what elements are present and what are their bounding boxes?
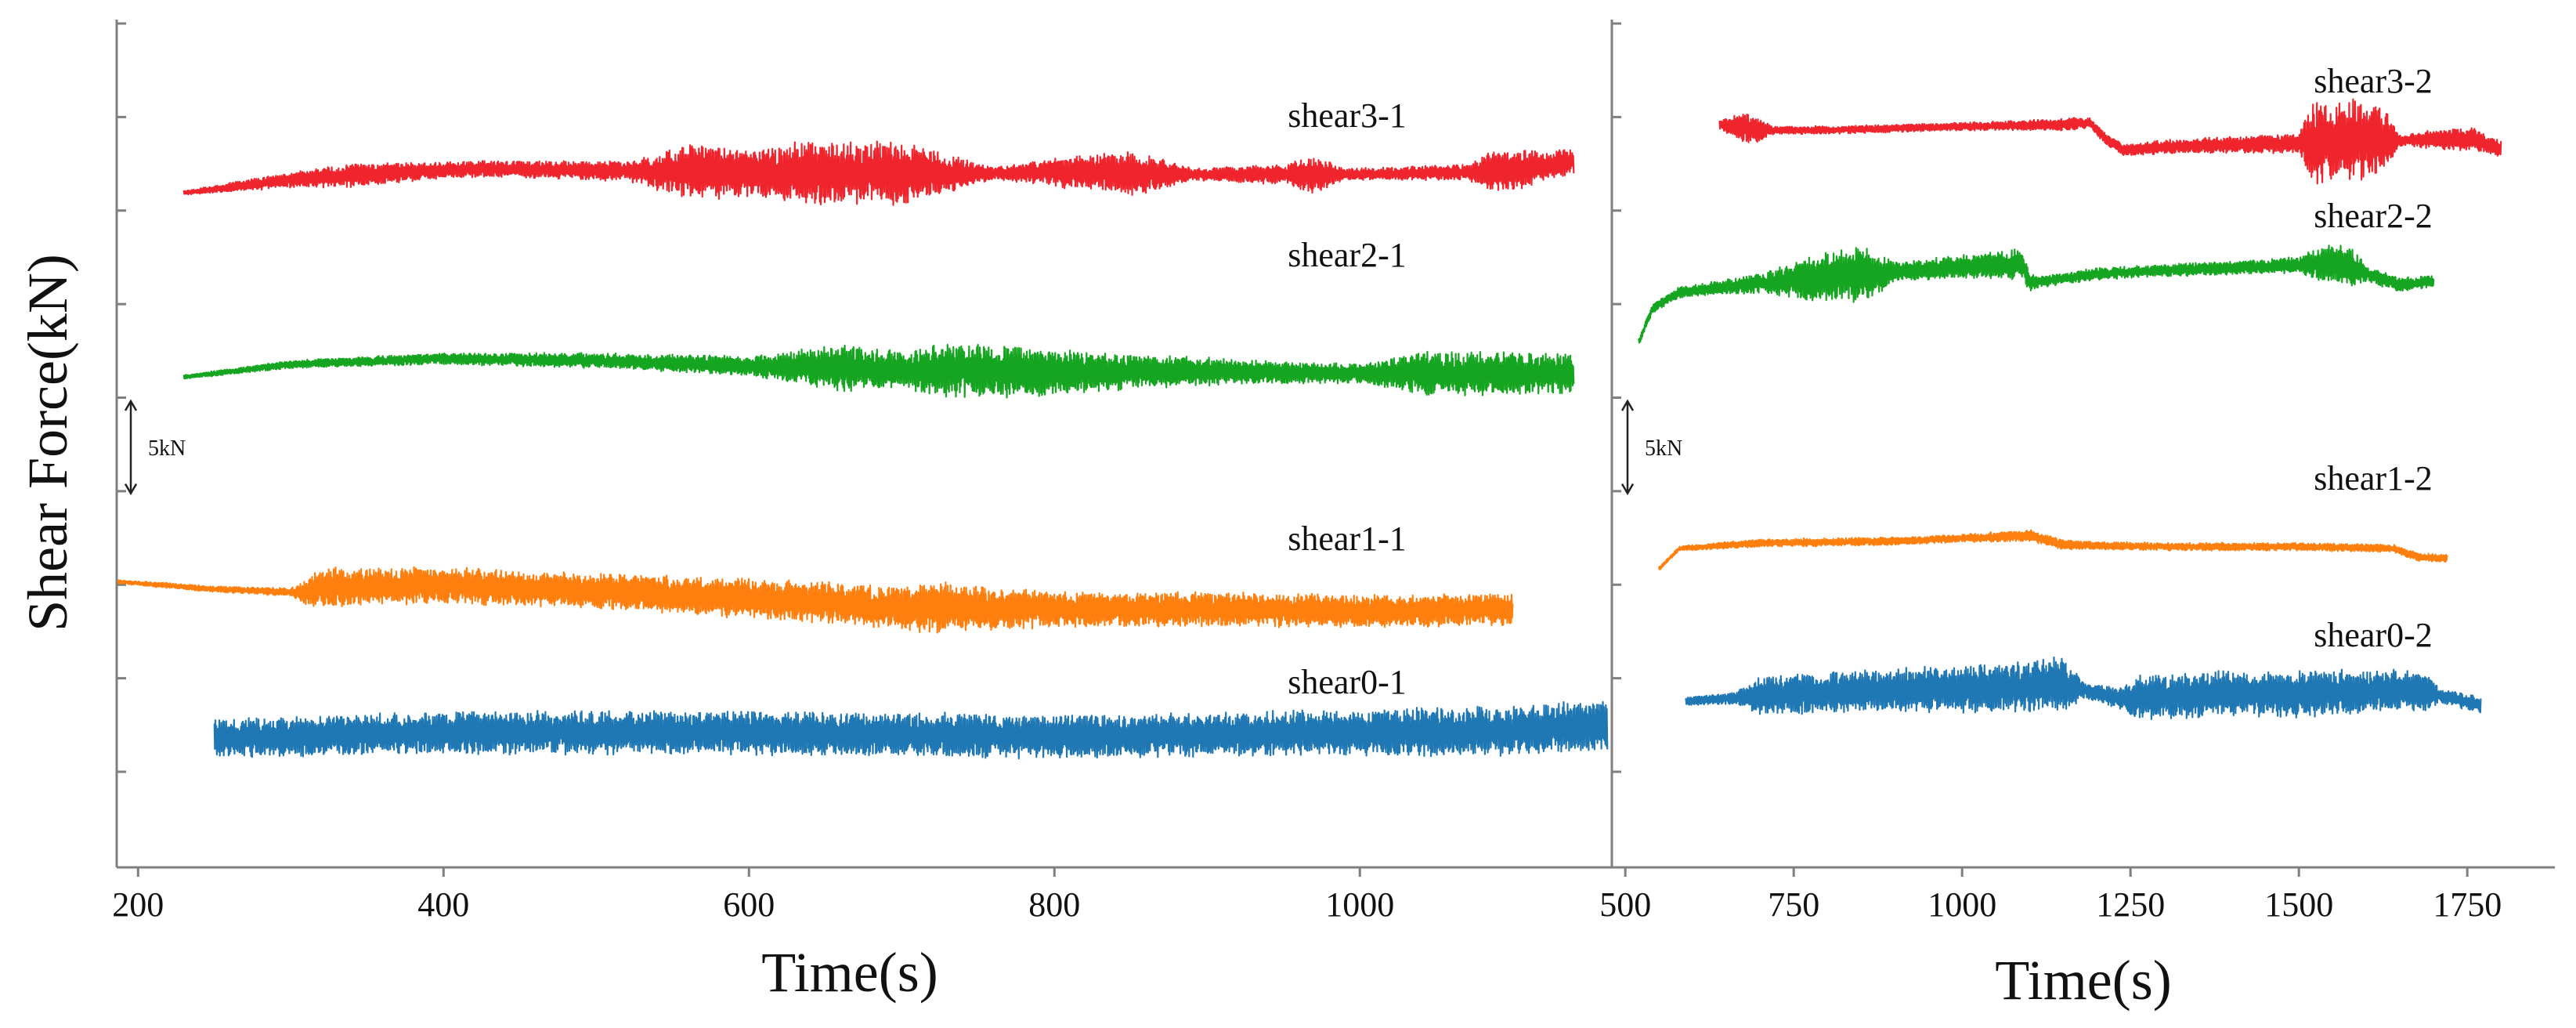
series-label-shear2-2: shear2-2 (2314, 197, 2433, 235)
right-x-tick-label: 500 (1599, 885, 1651, 924)
left-x-tick-label: 600 (723, 885, 775, 924)
right-scale-bar: 5kN (1620, 399, 1682, 496)
right-x-tick-label: 1000 (1927, 885, 1996, 924)
right-x-tick-label: 1750 (2433, 885, 2502, 924)
right-plot-area (1638, 98, 2502, 720)
series-label-shear3-2: shear3-2 (2314, 62, 2433, 100)
left-scale-bar: 5kN (124, 399, 186, 496)
right-x-tick-label: 750 (1768, 885, 1819, 924)
trace-shear3-1 (182, 140, 1575, 206)
right-scale-bar-arrow-down (1620, 483, 1635, 496)
series-label-shear2-1: shear2-1 (1288, 236, 1407, 274)
left-scale-bar-arrow-down (124, 483, 138, 496)
trace-shear0-1 (213, 700, 1609, 760)
series-label-shear0-1: shear0-1 (1288, 663, 1407, 701)
right-x-tick-label: 1500 (2264, 885, 2333, 924)
trace-shear2-1 (182, 343, 1575, 399)
left-y-ticks (117, 22, 126, 773)
series-label-shear3-1: shear3-1 (1288, 96, 1407, 135)
trace-shear3-2 (1718, 98, 2502, 185)
trace-shear0-2 (1685, 656, 2482, 720)
series-label-shear0-2: shear0-2 (2314, 616, 2433, 654)
left-x-tick-label: 800 (1028, 885, 1080, 924)
trace-shear1-1 (117, 566, 1514, 634)
right-y-ticks (1612, 22, 1621, 773)
left-x-tick-label: 200 (112, 885, 164, 924)
right-x-tick-label: 1250 (2096, 885, 2165, 924)
right-scale-bar-label: 5kN (1645, 436, 1682, 461)
series-label-shear1-2: shear1-2 (2314, 459, 2433, 498)
left-x-axis-title: Time(s) (761, 941, 938, 1004)
left-scale-bar-label: 5kN (148, 436, 186, 461)
right-series-labels: shear3-2 shear2-2 shear1-2 shear0-2 (2314, 62, 2433, 654)
right-scale-bar-arrow-up (1620, 399, 1635, 411)
left-scale-bar-arrow-up (124, 399, 138, 411)
left-x-tick-label: 400 (417, 885, 469, 924)
left-x-tick-label: 1000 (1325, 885, 1394, 924)
y-axis-title: Shear Force(kN) (16, 254, 79, 632)
series-label-shear1-1: shear1-1 (1288, 519, 1407, 558)
right-panel: 500 750 1000 1250 1500 1750 shear3-2shear2-2s… (1599, 20, 2555, 1012)
trace-shear2-2 (1638, 244, 2435, 344)
right-x-ticks: 500 750 1000 1250 1500 1750 (1599, 867, 2502, 924)
right-x-axis-title: Time(s) (1995, 949, 2171, 1012)
left-x-ticks: 200 400 600 800 1000 (112, 867, 1394, 924)
left-plot-area (117, 140, 1609, 760)
left-series-labels: shear3-1 shear2-1 shear1-1 shear0-1 (1288, 96, 1407, 701)
trace-shear1-2 (1658, 529, 2448, 570)
left-panel: 200 400 600 800 1000 shear3-1 shear2-1 shear1-… (112, 20, 1612, 1004)
